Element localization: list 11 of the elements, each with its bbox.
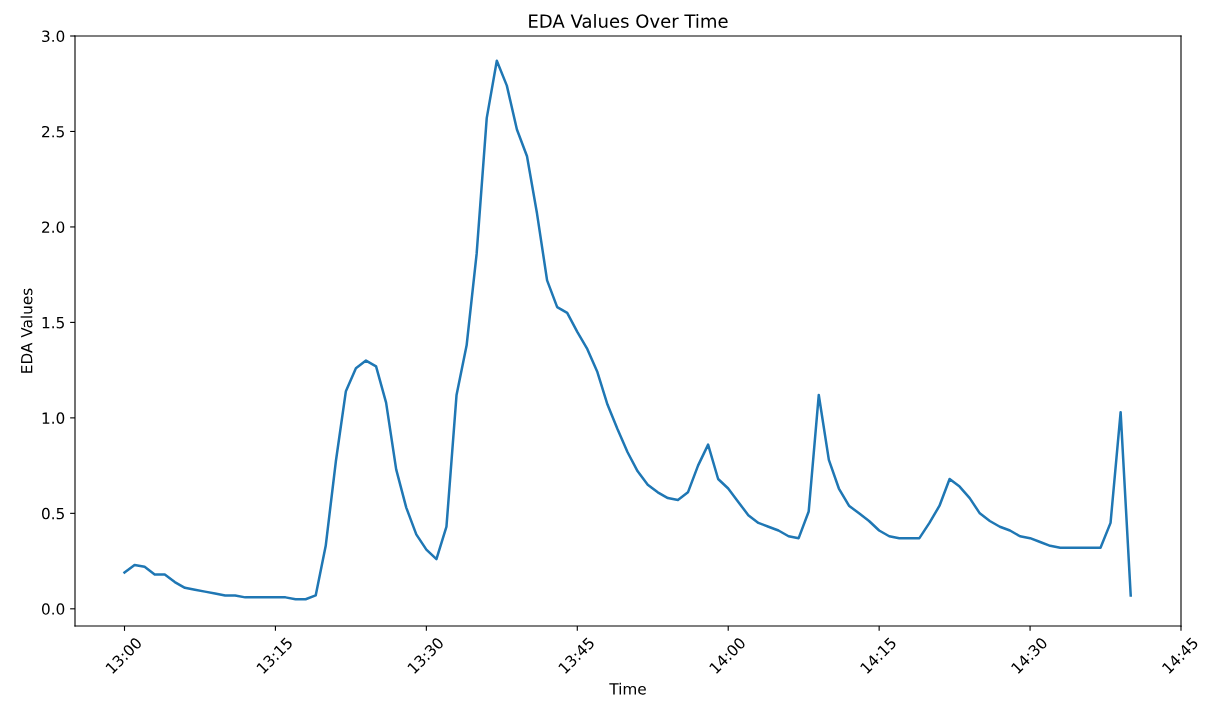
line-series: [123, 59, 1132, 601]
y-tick-label: 0.0: [41, 603, 65, 615]
y-tick-label: 1.5: [42, 317, 64, 329]
x-axis-title: Time: [609, 682, 646, 695]
y-tick-label: 0.5: [41, 507, 64, 520]
y-axis-title: EDA Values: [20, 288, 33, 373]
y-tick-label: 2.5: [42, 125, 64, 138]
y-tick-label: 3.0: [42, 30, 65, 43]
y-tick-label: 2.0: [42, 221, 65, 233]
chart-title: EDA Values Over Time: [529, 13, 728, 28]
y-tick-label: 1.0: [42, 412, 65, 424]
